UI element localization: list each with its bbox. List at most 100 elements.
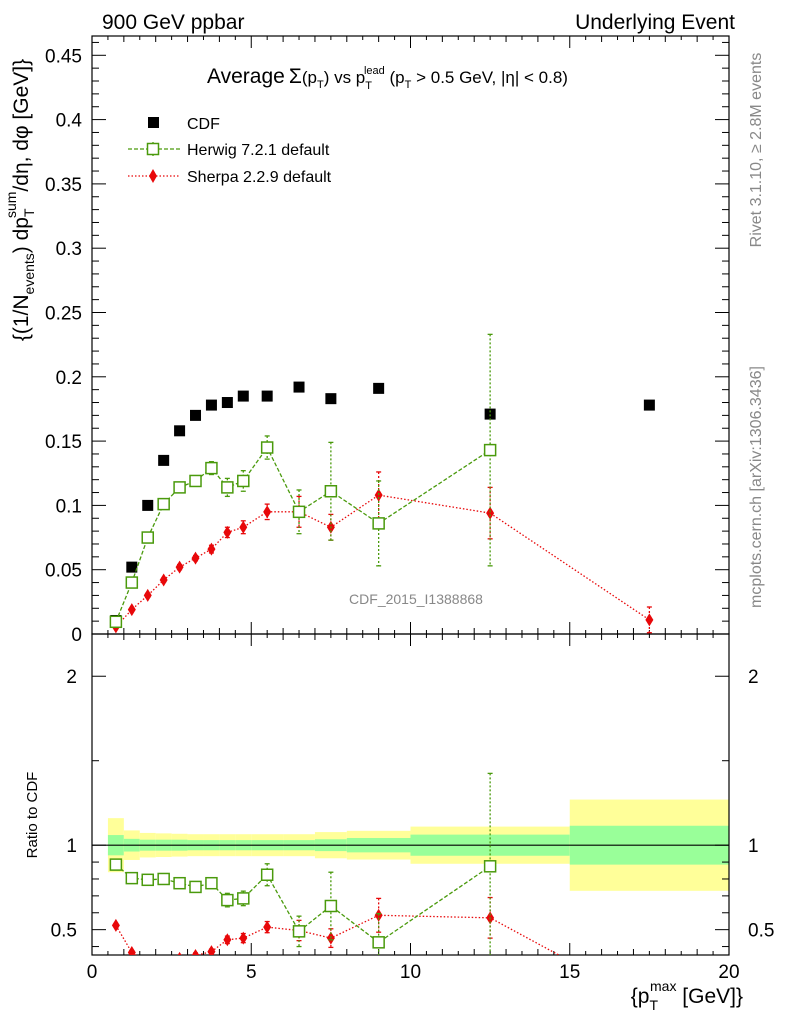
herwig-point bbox=[372, 517, 385, 530]
rivet-label: Rivet 3.1.10, ≥ 2.8M events bbox=[748, 53, 765, 248]
ratio-tick-label-left: 0.5 bbox=[51, 921, 77, 942]
herwig-ratio-point bbox=[157, 872, 170, 886]
y-tick-label: 0.3 bbox=[56, 239, 82, 260]
ylabel-b-sub: T bbox=[21, 208, 37, 217]
herwig-point bbox=[125, 576, 139, 589]
cdf-point bbox=[237, 390, 249, 402]
herwig-ratio-point bbox=[292, 925, 306, 938]
herwig-point bbox=[292, 505, 306, 519]
legend-label-cdf: CDF bbox=[187, 116, 220, 133]
sherpa-ratio-point bbox=[160, 955, 168, 968]
herwig-point bbox=[221, 481, 234, 494]
ratio-frame bbox=[91, 633, 730, 956]
cdf-point bbox=[261, 390, 273, 402]
title-part-a: Average bbox=[207, 65, 285, 88]
herwig-ratio-point bbox=[483, 860, 497, 873]
ratio-tick-label-right: 0.5 bbox=[748, 921, 774, 942]
analysis-label: Underlying Event bbox=[575, 11, 735, 34]
cdf-point bbox=[484, 408, 496, 420]
ylabel-a: {(1/N bbox=[10, 294, 33, 341]
y-tick-label: 0.1 bbox=[56, 496, 82, 517]
ylabel-c: /dη, dφ [GeV]} bbox=[10, 59, 33, 192]
sherpa-ratio-line bbox=[115, 914, 561, 955]
sherpa-point bbox=[645, 613, 654, 627]
herwig-point bbox=[237, 474, 250, 488]
title-sub-d: T bbox=[405, 79, 412, 91]
plot-title: Average Σ(pT) vs pTlead (pT > 0.5 GeV, |η… bbox=[207, 65, 568, 92]
ratio-tick-label-right: 1 bbox=[748, 836, 759, 857]
herwig-ratio-point bbox=[125, 871, 139, 885]
sherpa-ratio-point bbox=[223, 933, 232, 947]
xlabel-sup: max bbox=[650, 978, 676, 994]
title-part-e: > 0.5 GeV, |η| < 0.8) bbox=[411, 68, 568, 87]
y-tick-label: 0.05 bbox=[45, 561, 82, 582]
xlabel-a: {p bbox=[631, 985, 650, 1008]
ylabel-a-sub: events bbox=[21, 253, 37, 294]
title-part-d: (p bbox=[385, 68, 405, 87]
herwig-point bbox=[189, 474, 202, 488]
legend-label-sherpa: Sherpa 2.2.9 default bbox=[187, 169, 332, 186]
ratio-tick-label-left: 2 bbox=[66, 667, 77, 688]
ratio-tick-label-left: 1 bbox=[66, 836, 77, 857]
sherpa-point bbox=[175, 560, 184, 574]
herwig-ratio-point bbox=[205, 876, 218, 890]
sherpa-ratio-point bbox=[127, 945, 136, 955]
y-tick-label: 0.2 bbox=[56, 368, 82, 389]
sherpa-ratio-point bbox=[207, 945, 216, 955]
y-tick-label: 0.35 bbox=[45, 175, 82, 196]
legend-marker-cdf bbox=[148, 117, 159, 128]
x-axis-label: {pTmax [GeV]} bbox=[631, 978, 743, 1013]
axes: 0 5 10 15 20 0 0.05 0.1 0.15 0.2 0.25 0.3 0.35 0.4 0.4… bbox=[45, 35, 774, 983]
herwig-ratio-point bbox=[141, 873, 154, 887]
herwig-point bbox=[109, 615, 123, 629]
y-tick-label: 0 bbox=[71, 625, 82, 646]
herwig-ratio-point bbox=[260, 868, 274, 881]
cdf-point bbox=[205, 399, 217, 411]
herwig-point bbox=[260, 441, 274, 454]
y-tick-label: 0.25 bbox=[45, 303, 82, 324]
sherpa-ratio-point bbox=[239, 931, 248, 945]
herwig-point bbox=[141, 531, 154, 544]
analysis-watermark: CDF_2015_I1388868 bbox=[349, 591, 483, 607]
sherpa-ratio-point bbox=[191, 949, 200, 955]
sherpa-point bbox=[159, 573, 168, 587]
herwig-ratio-point bbox=[189, 880, 202, 894]
x-tick-label: 15 bbox=[559, 962, 580, 983]
herwig-point bbox=[483, 443, 497, 457]
sherpa-point bbox=[263, 505, 272, 519]
sherpa-point bbox=[486, 506, 495, 520]
cdf-point bbox=[190, 409, 202, 421]
sherpa-point bbox=[223, 525, 232, 539]
herwig-ratio-point bbox=[221, 893, 234, 907]
y-axis-label: {(1/Nevents) dpTsum/dη, dφ [GeV]} bbox=[3, 59, 37, 341]
x-tick-label: 0 bbox=[87, 962, 98, 983]
ratio-y-label: Ratio to CDF bbox=[24, 772, 41, 859]
x-tick-label: 10 bbox=[400, 962, 421, 983]
sherpa-ratio-point bbox=[177, 951, 182, 955]
cdf-point bbox=[126, 561, 138, 573]
cdf-point bbox=[174, 425, 186, 437]
xlabel-b: [GeV]} bbox=[676, 985, 743, 1008]
sherpa-point bbox=[127, 603, 136, 617]
legend-marker-herwig bbox=[146, 142, 160, 156]
sherpa-ratio-point bbox=[111, 918, 120, 932]
ratio-tick-label-right: 2 bbox=[748, 667, 759, 688]
x-tick-label: 20 bbox=[718, 962, 739, 983]
legend: CDF Herwig 7.2.1 default Sherpa 2.2.9 de… bbox=[128, 116, 332, 186]
sherpa-ratio-point bbox=[263, 920, 272, 934]
sherpa-point bbox=[374, 488, 383, 502]
herwig-point bbox=[173, 481, 186, 494]
y-tick-label: 0.15 bbox=[45, 432, 82, 453]
legend-label-herwig: Herwig 7.2.1 default bbox=[187, 142, 330, 159]
mcplots-label: mcplots.cern.ch [arXiv:1306.3436] bbox=[748, 366, 765, 608]
legend-marker-sherpa bbox=[149, 169, 157, 183]
ylabel-b: ) dp bbox=[10, 217, 33, 253]
cdf-point bbox=[142, 499, 154, 511]
herwig-point bbox=[324, 485, 338, 498]
xlabel-sub: T bbox=[649, 997, 658, 1013]
title-sigma: Σ bbox=[289, 65, 302, 88]
cdf-point bbox=[373, 382, 385, 394]
herwig-point bbox=[157, 497, 170, 511]
cdf-point bbox=[643, 399, 655, 411]
